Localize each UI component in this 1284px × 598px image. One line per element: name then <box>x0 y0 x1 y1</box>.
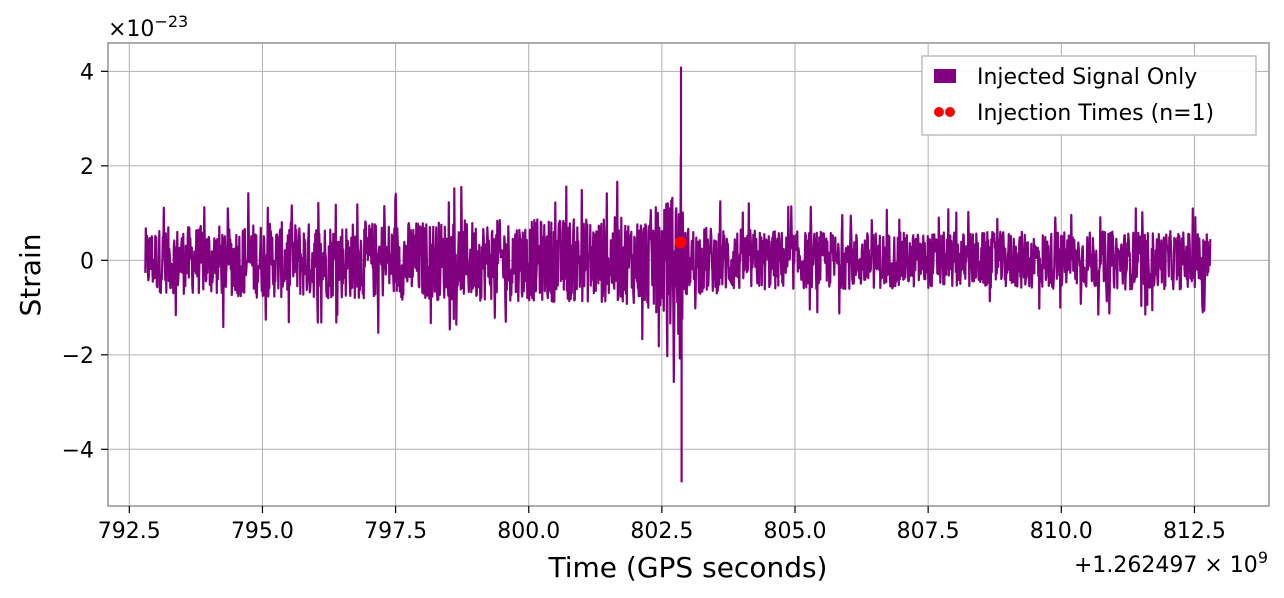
legend-box <box>921 55 1257 136</box>
injection-points <box>674 236 687 249</box>
y-tick-label: 2 <box>80 155 94 180</box>
x-tick-label: 802.5 <box>630 519 693 544</box>
x-offset-exponent: 9 <box>1258 548 1268 567</box>
y-scale-label: ×10−23 <box>108 12 188 42</box>
x-tick-label: 795.0 <box>231 519 294 544</box>
y-tick-label: −4 <box>62 438 94 463</box>
legend-marker-injection-times <box>934 107 944 117</box>
x-tick-label: 800.0 <box>497 519 560 544</box>
x-tick-label: 792.5 <box>98 519 161 544</box>
x-tick-label: 797.5 <box>364 519 427 544</box>
legend: Injected Signal Only Injection Times (n=… <box>921 55 1257 136</box>
legend-swatch-injected-signal <box>934 69 956 83</box>
x-axis-label: Time (GPS seconds) <box>548 551 828 584</box>
x-tick-label: 810.0 <box>1030 519 1093 544</box>
plot-frame <box>107 42 1270 507</box>
legend-marker-injection-times <box>945 107 955 117</box>
injection-time-point <box>674 236 687 249</box>
y-axis-ticks: −4 −2 0 2 4 <box>62 60 108 463</box>
y-tick-label: −2 <box>62 344 94 369</box>
series-layer <box>144 66 1212 483</box>
legend-label-injected-signal: Injected Signal Only <box>977 65 1197 90</box>
x-tick-label: 805.0 <box>764 519 827 544</box>
y-tick-label: 0 <box>80 249 94 274</box>
y-axis-label: Strain <box>14 234 47 317</box>
y-tick-label: 4 <box>80 60 94 85</box>
x-offset-label: +1.262497 × 109 <box>1074 548 1268 578</box>
y-scale-exponent: −23 <box>154 12 188 31</box>
legend-label-injection-times: Injection Times (n=1) <box>977 101 1214 126</box>
x-tick-label: 812.5 <box>1163 519 1226 544</box>
x-tick-label: 807.5 <box>897 519 960 544</box>
x-axis-ticks: 792.5 795.0 797.5 800.0 802.5 805.0 807.5 810.0… <box>98 506 1226 544</box>
